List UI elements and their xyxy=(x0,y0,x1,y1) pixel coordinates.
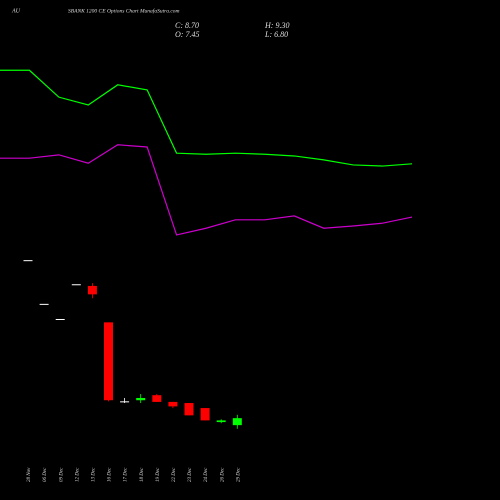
x-tick-label: 29 Dec xyxy=(236,467,241,482)
candle-body xyxy=(184,403,194,416)
x-tick-label: 22 Dec xyxy=(172,467,177,482)
x-tick-label: 13 Dec xyxy=(92,467,97,482)
x-tick-label: 18 Dec xyxy=(140,467,145,482)
x-tick-label: 19 Dec xyxy=(156,467,161,482)
candle-body xyxy=(104,322,113,401)
candle-body xyxy=(39,303,49,305)
candle-body xyxy=(71,284,81,286)
x-tick-label: 26 Dec xyxy=(220,467,225,482)
open-label: O: 7.45 xyxy=(175,30,199,39)
candle-body xyxy=(168,401,178,407)
x-tick-label: 28 Nov xyxy=(27,467,32,482)
overlay-line xyxy=(0,69,413,167)
x-tick-label: 17 Dec xyxy=(124,467,129,482)
x-tick-label: 23 Dec xyxy=(188,467,193,482)
overlay-line xyxy=(0,144,413,236)
high-label: H: 9.30 xyxy=(264,21,289,30)
x-tick-label: 09 Dec xyxy=(59,467,64,482)
candle-body xyxy=(55,318,65,320)
symbol-label: AU xyxy=(11,8,21,14)
x-tick-label: 16 Dec xyxy=(108,467,113,482)
x-tick-label: 12 Dec xyxy=(75,467,80,482)
candle-body xyxy=(87,285,97,295)
candle-body xyxy=(152,395,162,402)
close-label: C: 8.70 xyxy=(175,21,199,30)
chart-title: SBANK 1200 CE Options Chart MunafaSutra.… xyxy=(68,7,180,14)
x-tick-label: 24 Dec xyxy=(204,467,209,482)
candle-body xyxy=(120,401,130,403)
candle-body xyxy=(216,420,226,423)
candle-body xyxy=(200,408,210,421)
candle-body xyxy=(23,260,33,262)
x-tick-label: 06 Dec xyxy=(43,467,48,482)
candle-body xyxy=(232,418,242,426)
low-label: L: 6.80 xyxy=(264,30,288,39)
candle-body xyxy=(136,397,146,401)
